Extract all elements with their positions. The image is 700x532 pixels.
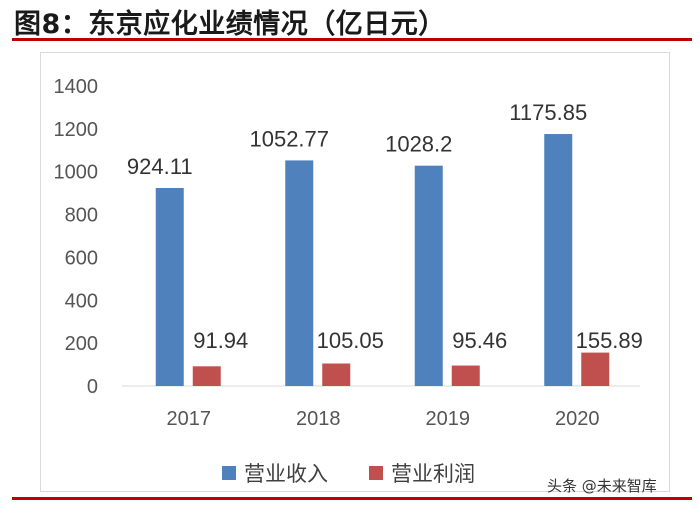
bar-revenue	[285, 160, 314, 386]
y-tick-label: 1400	[54, 76, 99, 98]
data-labels: 924.11 91.94 1052.77 105.05 1028.2 95.46 1175.…	[127, 100, 643, 353]
bar-profit	[451, 365, 480, 386]
y-tick-label: 400	[65, 290, 98, 312]
chart-frame	[40, 52, 670, 492]
data-label-profit: 95.46	[452, 328, 507, 353]
bar-revenue	[544, 134, 573, 386]
y-tick-label: 1200	[54, 119, 99, 141]
y-tick-label: 200	[65, 333, 98, 355]
x-tick-label: 2019	[426, 408, 471, 430]
bar-profit	[192, 366, 221, 386]
x-axis: 2017 2018 2019 2020	[167, 408, 600, 430]
legend-swatch-revenue	[222, 466, 236, 480]
data-label-profit: 91.94	[193, 328, 248, 353]
legend: 营业收入 营业利润	[222, 462, 475, 486]
y-tick-label: 1000	[54, 162, 99, 184]
title-rule	[12, 38, 692, 41]
bar-profit	[581, 352, 610, 386]
legend-label-revenue: 营业收入	[244, 462, 328, 486]
y-tick-label: 0	[87, 376, 98, 398]
legend-swatch-profit	[369, 466, 383, 480]
data-label-profit: 105.05	[317, 328, 384, 353]
bar-revenue	[414, 165, 443, 386]
chart-title: 图8：东京应化业绩情况（亿日元）	[14, 9, 446, 40]
y-tick-label: 800	[65, 205, 98, 227]
bars	[155, 134, 610, 386]
data-label-revenue: 1175.85	[509, 100, 587, 125]
data-label-revenue: 1052.77	[249, 126, 329, 151]
x-tick-label: 2018	[296, 408, 341, 430]
x-tick-label: 2017	[167, 408, 212, 430]
bar-revenue	[155, 187, 184, 386]
bar-profit	[322, 363, 351, 386]
y-axis: 0 200 400 600 800 1000 1200 1400	[54, 76, 99, 398]
data-label-revenue: 924.11	[127, 154, 193, 179]
y-tick-label: 600	[65, 247, 98, 269]
footer-rule	[12, 497, 692, 500]
data-label-revenue: 1028.2	[385, 132, 452, 157]
watermark: 头条 @未来智库	[547, 477, 657, 495]
legend-label-profit: 营业利润	[391, 462, 475, 486]
data-label-profit: 155.89	[576, 328, 643, 353]
x-tick-label: 2020	[555, 408, 600, 430]
